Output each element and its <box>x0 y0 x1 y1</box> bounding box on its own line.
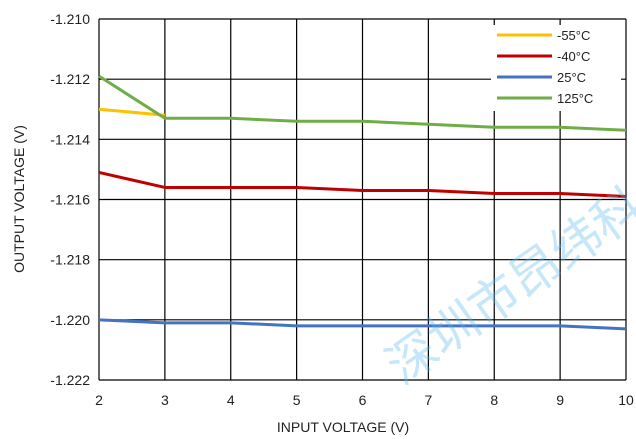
legend: -55°C -40°C 25°C 125°C <box>491 25 621 111</box>
x-tick-label: 10 <box>618 392 634 408</box>
x-tick-label: 5 <box>293 392 301 408</box>
y-axis-ticks: -1.210 -1.212 -1.214 -1.216 -1.218 -1.220 -1.2… <box>50 11 90 388</box>
x-tick-label: 8 <box>490 392 498 408</box>
y-axis-title: OUTPUT VOLTAGE (V) <box>11 125 27 273</box>
x-tick-label: 7 <box>424 392 432 408</box>
x-tick-label: 6 <box>359 392 367 408</box>
y-tick-label: -1.220 <box>50 312 90 328</box>
legend-label: -40°C <box>557 49 590 64</box>
grid <box>98 18 627 381</box>
watermark: 深圳市昂纬科 <box>376 176 636 396</box>
x-tick-label: 2 <box>95 392 103 408</box>
y-tick-label: -1.218 <box>50 252 90 268</box>
x-tick-label: 4 <box>227 392 235 408</box>
y-tick-label: -1.210 <box>50 11 90 27</box>
x-tick-label: 3 <box>161 392 169 408</box>
legend-label: -55°C <box>557 28 590 43</box>
x-axis-title: INPUT VOLTAGE (V) <box>277 419 409 435</box>
x-tick-label: 9 <box>556 392 564 408</box>
legend-label: 125°C <box>557 91 593 106</box>
legend-label: 25°C <box>557 70 586 85</box>
series-line-1 <box>98 170 627 198</box>
y-tick-label: -1.222 <box>50 372 90 388</box>
y-tick-label: -1.214 <box>50 131 90 147</box>
series-line-3 <box>98 74 627 132</box>
y-tick-label: -1.216 <box>50 192 90 208</box>
series-line-0 <box>98 107 166 117</box>
series-lines <box>98 74 627 331</box>
series-line-2 <box>98 318 627 331</box>
x-axis-ticks: 2 3 4 5 6 7 8 9 10 <box>95 392 634 408</box>
y-tick-label: -1.212 <box>50 71 90 87</box>
